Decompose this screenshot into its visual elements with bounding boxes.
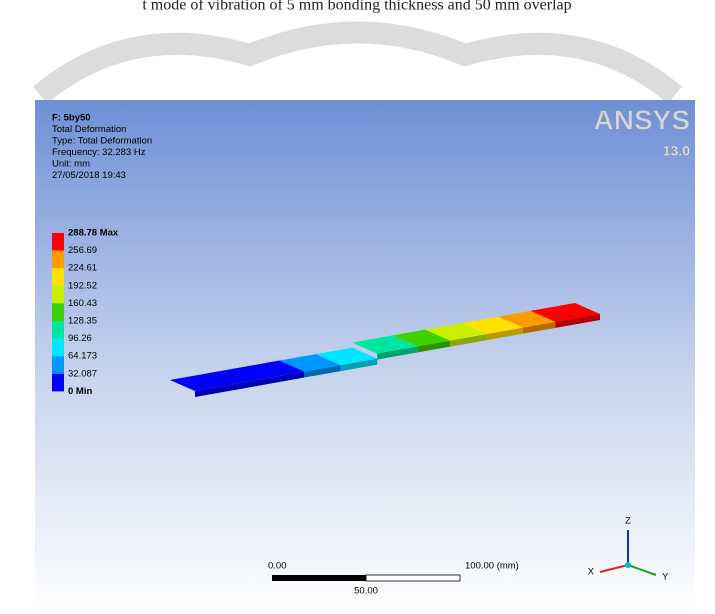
legend-swatch <box>52 339 64 357</box>
axis-x-label: X <box>588 567 595 578</box>
legend-swatch <box>52 251 64 269</box>
version: 13.0 <box>663 143 690 159</box>
header-line: Total Deformation <box>52 124 126 135</box>
legend-swatch <box>52 356 64 374</box>
scale-bar-white <box>366 575 460 581</box>
scale-end: 100.00 (mm) <box>465 561 519 572</box>
figure: t mode of vibration of 5 mm bonding thic… <box>0 0 715 614</box>
header-line: F: 5by50 <box>52 113 91 124</box>
triad-origin <box>625 562 631 568</box>
header-line: Frequency: 32.283 Hz <box>52 147 146 158</box>
legend-label: 96.26 <box>68 333 92 344</box>
legend-label: 256.69 <box>68 245 97 256</box>
header-line: Type: Total Deformation <box>52 136 152 147</box>
legend-swatch <box>52 233 64 251</box>
legend-swatch <box>52 268 64 286</box>
legend-swatch <box>52 303 64 321</box>
axis-y-label: Y <box>662 572 669 583</box>
legend-label: 0 Min <box>68 386 92 397</box>
legend-label: 192.52 <box>68 280 97 291</box>
caption: t mode of vibration of 5 mm bonding thic… <box>142 0 571 14</box>
logo: ANSYS <box>594 104 690 135</box>
legend-label: 64.173 <box>68 351 97 362</box>
legend-label: 224.61 <box>68 263 97 274</box>
axis-z-label: Z <box>625 516 631 527</box>
scale-start: 0.00 <box>268 561 287 572</box>
legend-swatch <box>52 286 64 304</box>
watermark <box>40 33 675 96</box>
legend-label: 128.35 <box>68 316 97 327</box>
header-line: Unit: mm <box>52 159 90 170</box>
page: t mode of vibration of 5 mm bonding thic… <box>0 0 715 614</box>
scale-middle: 50.00 <box>354 586 378 597</box>
legend-swatch <box>52 321 64 339</box>
legend-label: 288.78 Max <box>68 228 119 239</box>
legend-swatch <box>52 374 64 392</box>
legend-label: 160.43 <box>68 298 97 309</box>
header-line: 27/05/2018 19:43 <box>52 170 126 181</box>
legend-label: 32.087 <box>68 368 97 379</box>
